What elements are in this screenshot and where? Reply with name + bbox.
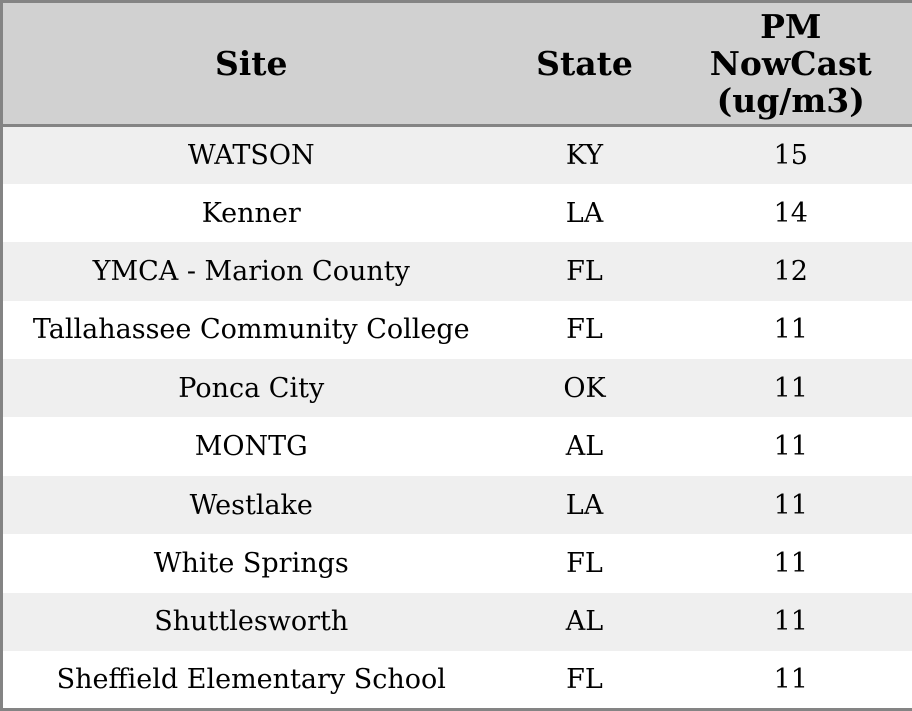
table-row: Tallahassee Community College FL 11	[1, 300, 912, 360]
cell-site: Ponca City	[178, 372, 325, 404]
table-header: Site State PM NowCast (ug/m3)	[1, 1, 912, 127]
header-row: Site State PM NowCast (ug/m3)	[1, 1, 912, 127]
cell-state: KY	[565, 139, 604, 171]
table-row: Kenner LA 14	[1, 183, 912, 243]
cell-state: FL	[566, 314, 603, 346]
cell-state: LA	[565, 489, 604, 521]
table-row: Ponca City OK 11	[1, 359, 912, 418]
pm-header-line-2: NowCast	[709, 43, 872, 83]
cell-site: White Springs	[153, 547, 349, 579]
cell-pm-nowcast: 11	[773, 489, 808, 521]
cell-site: MONTG	[194, 431, 308, 463]
cell-pm-nowcast: 11	[773, 606, 808, 638]
table-row: YMCA - Marion County FL 12	[1, 242, 912, 301]
cell-state: FL	[566, 255, 603, 287]
cell-pm-nowcast: 11	[773, 664, 808, 695]
cell-pm-nowcast: 11	[773, 547, 808, 579]
cell-pm-nowcast: 15	[773, 139, 808, 171]
cell-state: OK	[563, 372, 606, 404]
cell-state: FL	[566, 664, 603, 695]
pm-header-line-1: PM	[760, 6, 822, 46]
cell-pm-nowcast: 11	[773, 431, 808, 463]
cell-state: AL	[565, 606, 604, 638]
cell-site: Westlake	[189, 489, 313, 521]
cell-site: WATSON	[187, 139, 315, 171]
table-row: Westlake LA 11	[1, 475, 912, 535]
column-header-site: Site	[1, 1, 500, 127]
cell-pm-nowcast: 14	[773, 197, 808, 229]
table-row: WATSON KY 15	[1, 125, 912, 184]
cell-pm-nowcast: 11	[773, 314, 808, 346]
table-row: Shuttlesworth AL 11	[1, 592, 912, 652]
cell-state: AL	[565, 431, 604, 463]
cell-pm-nowcast: 12	[773, 255, 808, 287]
pm-header-line-3: (ug/m3)	[716, 81, 865, 121]
table-row: Sheffield Elementary School FL 11	[1, 651, 912, 710]
column-header-pm-nowcast: PM NowCast (ug/m3)	[669, 1, 912, 127]
cell-site: YMCA - Marion County	[92, 255, 410, 287]
cell-site: Sheffield Elementary School	[56, 664, 446, 695]
table-row: MONTG AL 11	[1, 417, 912, 476]
column-header-state: State	[499, 1, 670, 127]
cell-site: Shuttlesworth	[154, 606, 349, 638]
cell-state: LA	[565, 197, 604, 229]
cell-state: FL	[566, 547, 603, 579]
cell-pm-nowcast: 11	[773, 372, 808, 404]
cell-site: Tallahassee Community College	[32, 314, 470, 346]
table-body: WATSON KY 15 Kenner LA 14 YMCA - Marion County…	[1, 125, 912, 710]
cell-site: Kenner	[201, 197, 301, 229]
table-row: White Springs FL 11	[1, 534, 912, 593]
